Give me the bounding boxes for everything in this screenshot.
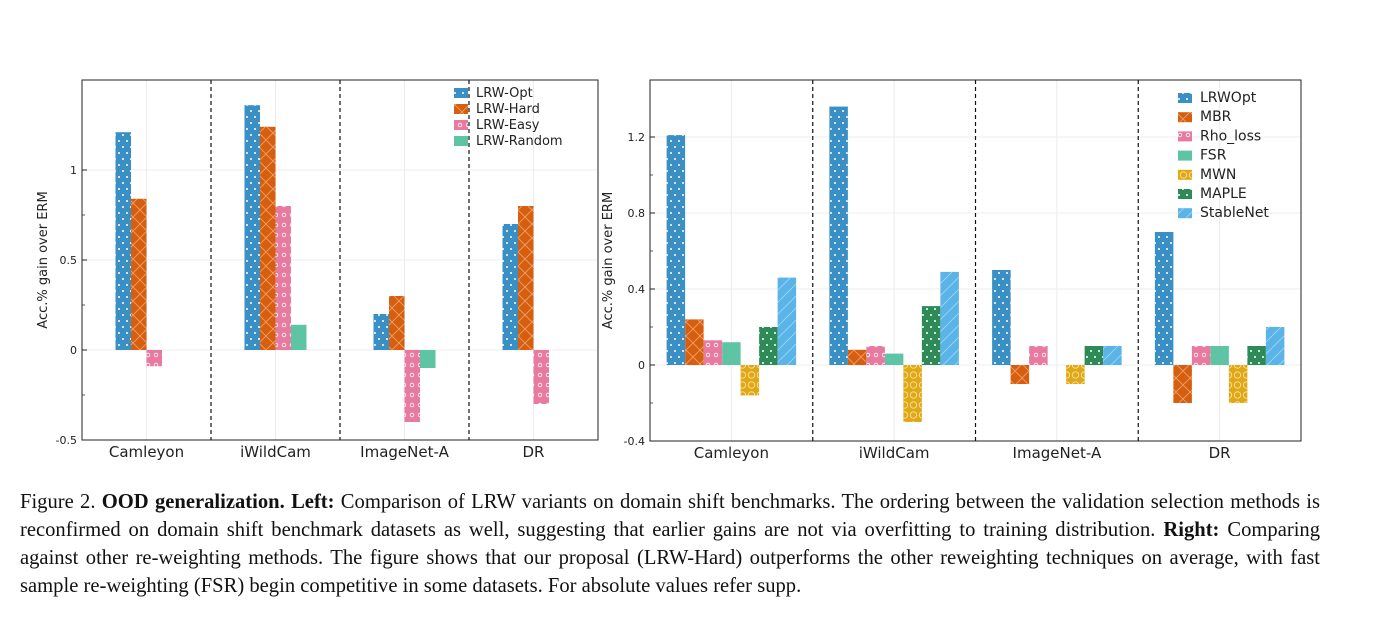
legend-swatch-hatch — [1178, 93, 1192, 103]
bar-hatch — [921, 306, 941, 365]
legend-swatch — [454, 136, 468, 146]
bar-hatch — [1010, 365, 1030, 384]
legend-label: FSR — [1200, 148, 1227, 164]
bar-hatch — [1191, 346, 1211, 365]
bar-hatch — [131, 198, 147, 350]
y-tick-label: 0.8 — [628, 207, 646, 220]
bar-hatch — [244, 105, 260, 350]
caption-right-text: Comparing against other re-weighting met… — [20, 519, 1321, 597]
x-category-label: DR — [523, 443, 545, 461]
y-tick-label: 0 — [70, 344, 77, 357]
bar-fsr-dr — [1210, 346, 1229, 365]
legend-label: LRW-Easy — [476, 118, 540, 133]
bar-hatch — [275, 206, 291, 350]
bar-hatch — [1029, 346, 1048, 365]
bar-hatch — [685, 319, 704, 365]
x-category-label: ImageNet-A — [360, 443, 449, 461]
x-category-label: Camleyon — [109, 443, 184, 461]
caption-title: OOD generalization. — [101, 491, 285, 513]
legend-swatch-hatch — [1178, 131, 1192, 142]
bar-hatch — [1103, 346, 1122, 365]
bar-hatch — [703, 340, 723, 365]
bar-hatch — [404, 350, 420, 422]
right-bar-chart: -0.4 0 0.4 0.8 1.2 Camleyon iWildCam ImageNet-A… — [601, 79, 1302, 462]
bar-hatch — [903, 365, 922, 422]
bar-lrw-random-imagenet-a — [420, 350, 436, 368]
bar-hatch — [829, 106, 848, 365]
legend-label: LRW-Random — [476, 134, 563, 149]
bar-fsr-camleyon — [722, 342, 741, 365]
x-category-label: ImageNet-A — [1013, 444, 1102, 462]
legend-label: Rho_loss — [1200, 128, 1261, 144]
figure: -0.5 0 0.5 1 Camleyon iWildCam ImageNet-A DR Acc… — [36, 79, 1302, 462]
x-category-label: iWildCam — [859, 444, 930, 462]
y-tick-label: 1 — [70, 164, 77, 177]
legend-label: MAPLE — [1200, 186, 1247, 202]
bar-hatch — [666, 135, 686, 365]
bar-hatch — [940, 271, 959, 365]
legend-swatch-hatch — [454, 88, 468, 98]
legend-swatch-hatch — [454, 120, 468, 130]
bar-lrw-random-iwildcam — [291, 324, 307, 350]
x-category-label: iWildCam — [240, 443, 311, 461]
legend-swatch-hatch — [1178, 208, 1192, 219]
bar-hatch — [740, 365, 760, 396]
caption-left-label: Left: — [291, 491, 335, 513]
bar-hatch — [866, 346, 885, 365]
legend-swatch — [1178, 150, 1192, 161]
y-tick-label: -0.4 — [624, 435, 645, 448]
left-bar-chart: -0.5 0 0.5 1 Camleyon iWildCam ImageNet-A DR Acc… — [36, 79, 599, 461]
legend-label: MWN — [1200, 167, 1236, 183]
legend-swatch-hatch — [454, 104, 468, 114]
bar-hatch — [1154, 232, 1174, 365]
y-tick-label: 0.4 — [628, 283, 646, 296]
y-axis-label: Acc.% gain over ERM — [601, 192, 616, 329]
bar-fsr-iwildcam — [884, 353, 904, 365]
bar-hatch — [502, 224, 518, 350]
legend-swatch-hatch — [1178, 112, 1192, 123]
bar-hatch — [146, 350, 162, 367]
legend-label: StableNet — [1200, 205, 1269, 221]
y-tick-label: 1.2 — [628, 131, 646, 144]
y-tick-label: 0 — [638, 359, 645, 372]
bar-hatch — [1066, 365, 1085, 384]
x-category-label: Camleyon — [694, 444, 769, 462]
y-tick-label: 0.5 — [60, 254, 78, 267]
figure-caption: Figure 2. OOD generalization. Left: Comp… — [20, 488, 1320, 600]
bar-hatch — [759, 327, 778, 365]
bar-hatch — [389, 296, 405, 350]
legend-label: MBR — [1200, 109, 1232, 125]
bar-hatch — [1228, 365, 1248, 403]
legend-label: LRW-Opt — [476, 86, 533, 101]
caption-figure-label: Figure 2. — [20, 491, 96, 513]
bar-hatch — [518, 206, 534, 350]
legend-label: LRWOpt — [1200, 90, 1257, 106]
caption-right-label: Right: — [1163, 519, 1220, 541]
bar-hatch — [533, 350, 549, 404]
y-axis-label: Acc.% gain over ERM — [36, 191, 51, 328]
bar-hatch — [992, 270, 1011, 365]
caption-left-text: Comparison of LRW variants on domain shi… — [20, 491, 1320, 541]
bar-hatch — [1247, 346, 1266, 365]
bar-hatch — [1265, 327, 1285, 365]
bar-hatch — [847, 349, 867, 365]
bar-hatch — [260, 126, 276, 350]
legend-swatch-hatch — [1178, 169, 1192, 180]
x-category-label: DR — [1209, 444, 1231, 462]
y-tick-label: -0.5 — [56, 434, 77, 447]
legend-label: LRW-Hard — [476, 102, 540, 117]
bar-hatch — [1173, 365, 1192, 403]
bar-hatch — [373, 314, 389, 350]
bar-hatch — [1084, 346, 1104, 365]
bar-hatch — [777, 277, 797, 365]
legend-swatch-hatch — [1178, 189, 1192, 199]
plot-frame — [649, 79, 1302, 442]
bar-hatch — [115, 132, 131, 350]
